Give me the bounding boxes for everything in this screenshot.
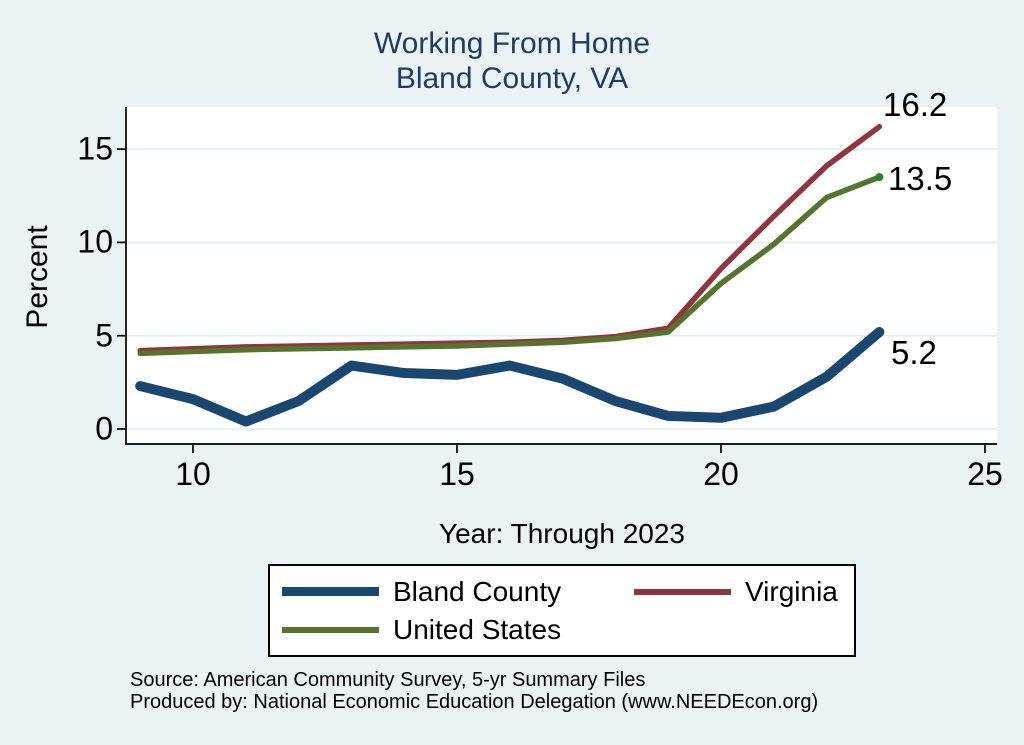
end-value-label-virginia: 16.2: [883, 86, 948, 123]
legend-swatch-united-states: [282, 626, 379, 633]
chart-title-line2: Bland County, VA: [395, 62, 629, 95]
chart-title-line1: Working From Home: [373, 27, 651, 60]
gridlines: [126, 148, 997, 430]
legend-swatch-bland-county: [282, 587, 379, 596]
x-axis-title: Year: Through 2023: [439, 518, 685, 549]
x-tick-label: 20: [703, 456, 739, 492]
y-tick-label: 10: [77, 223, 113, 260]
legend-label-virginia: Virginia: [745, 575, 838, 607]
y-axis-title: Percent: [21, 225, 54, 329]
x-tick-label: 25: [967, 456, 1003, 492]
legend-label-united-states: United States: [393, 613, 562, 645]
legend-item-virginia: Virginia: [634, 576, 854, 608]
plot-background: [126, 107, 997, 444]
source-line1: Source: American Community Survey, 5-yr …: [130, 669, 646, 691]
y-tick-label: 15: [77, 130, 113, 167]
x-tick-label: 10: [175, 456, 211, 492]
axes: [117, 107, 997, 453]
y-tick-label: 0: [95, 410, 113, 447]
legend-item-bland-county: Bland County: [282, 576, 634, 608]
legend-label-bland-county: Bland County: [393, 575, 562, 607]
legend-item-united-states: United States: [282, 614, 634, 646]
x-tick-label: 15: [439, 456, 475, 492]
y-tick-label: 5: [95, 317, 113, 354]
source-note: Source: American Community Survey, 5-yr …: [130, 669, 819, 713]
source-line2: Produced by: National Economic Education…: [130, 690, 819, 713]
legend-swatch-virginia: [634, 588, 731, 595]
series-lines: [135, 123, 885, 427]
end-value-label-united-states: 13.5: [888, 160, 953, 197]
legend: Bland County Virginia United States: [268, 564, 856, 657]
end-value-label-bland-county: 5.2: [891, 334, 937, 371]
